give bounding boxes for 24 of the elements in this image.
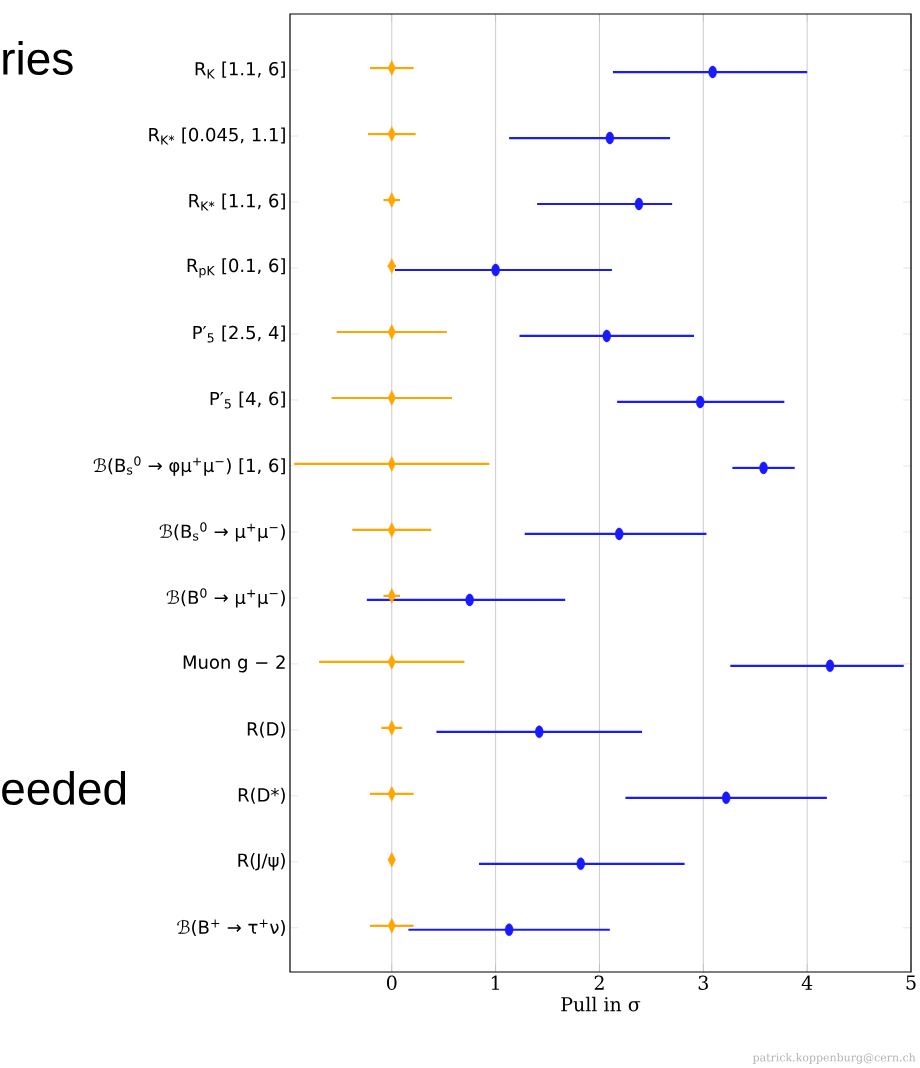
text: ries (3, 41, 73, 75)
y-tick-label: ℬ(B$^{+}$ → τ$^{+}$ν) (177, 919, 285, 937)
y-tick-label: R$_{K*}$ [0.045, 1.1] (149, 127, 285, 145)
x-tick-label: 5 (906, 975, 916, 990)
y-tick-label: R$_{K*}$ [1.1, 6] (189, 193, 285, 211)
y-tick-label: R(D*) (238, 787, 285, 804)
y-tick-label: ℬ(B$_{s}$$^{0}$ → μ$^{+}$μ$^{−}$) (159, 522, 285, 542)
x-tick-label: 2 (594, 975, 604, 990)
y-tick-label: R(J/ψ) (238, 853, 285, 871)
y-tick-label: Muon g − 2 (183, 655, 285, 673)
x-tick-label: 4 (801, 975, 813, 990)
y-tick-label: P′$_{5}$ [4, 6] (210, 391, 285, 409)
y-tick-label: ℬ(B$^{0}$ → μ$^{+}$μ$^{−}$) (166, 588, 285, 608)
y-tick-label: ℬ(B$_{s}$$^{0}$ → φμ$^{+}$μ$^{−}$) [1, 6] (93, 456, 285, 476)
y-tick-label: R$_{pK}$ [0.1, 6] (187, 258, 285, 278)
y-tick-label: R$_{K}$ [1.1, 6] (195, 61, 285, 79)
y-tick-label: P′$_{5}$ [2.5, 4] (193, 325, 285, 343)
text: patrick.koppenburg@cern.ch (752, 1052, 916, 1064)
x-axis-title: Pull in σ (561, 996, 641, 1012)
x-tick-label: 1 (491, 975, 499, 990)
x-tick-label: 3 (698, 975, 708, 990)
x-tick-label: 0 (386, 975, 397, 990)
text: eeded (1, 771, 125, 805)
y-tick-label: R(D) (247, 721, 285, 738)
